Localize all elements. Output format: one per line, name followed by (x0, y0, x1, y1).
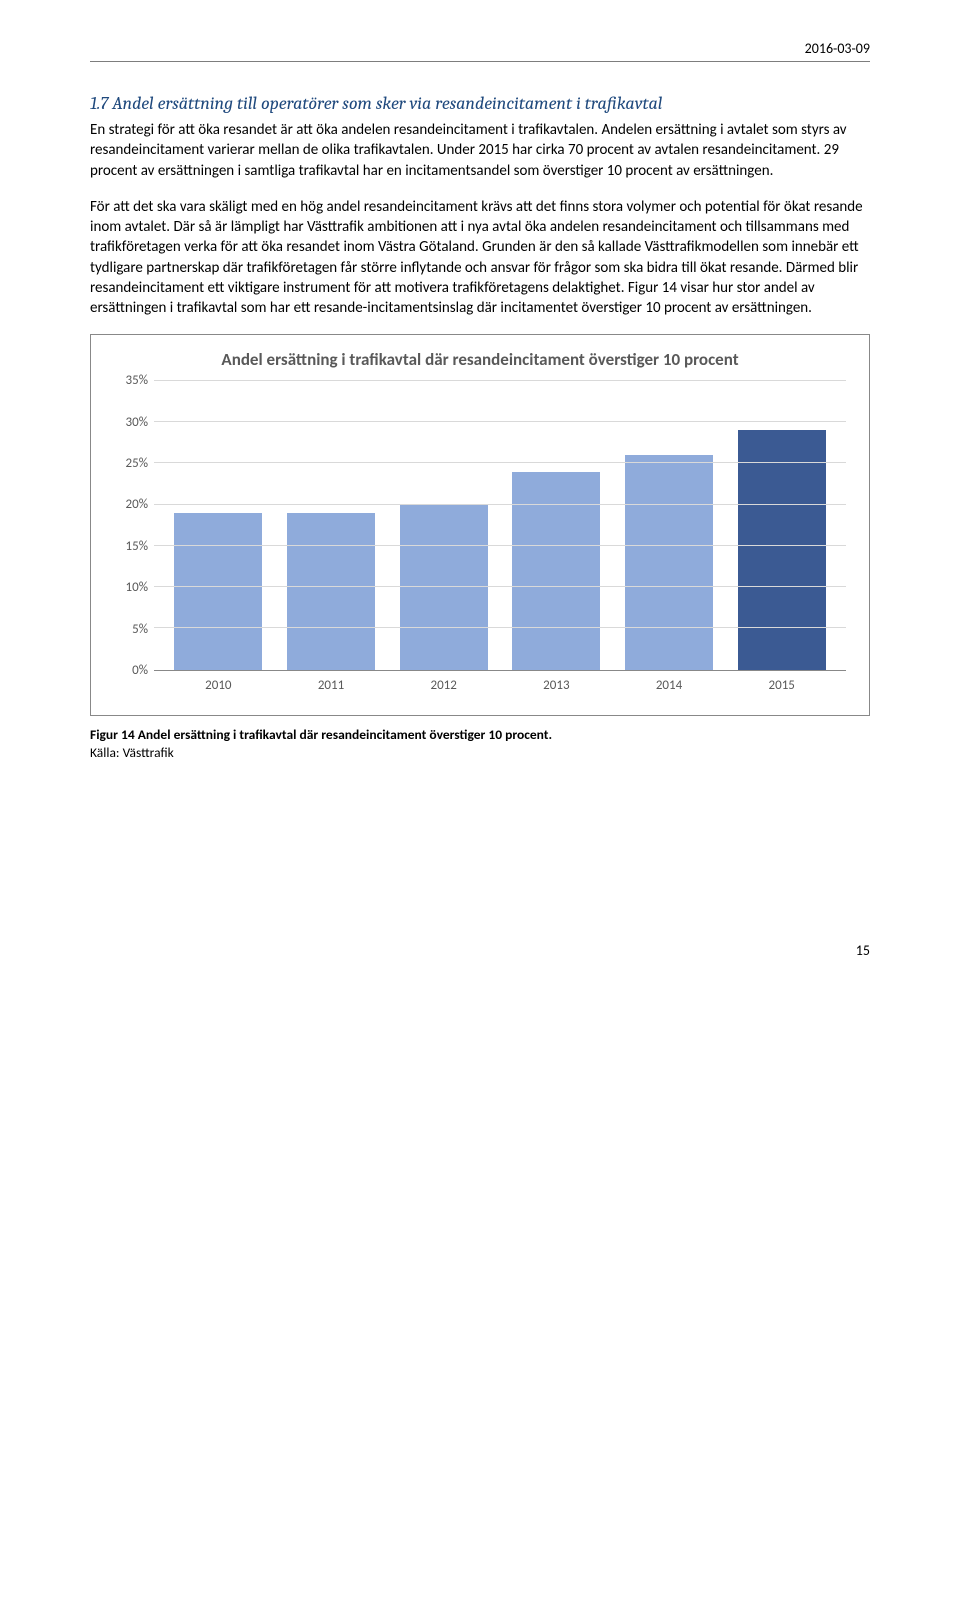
chart-bar (625, 455, 713, 670)
chart-x-tick: 2012 (387, 671, 500, 701)
paragraph-1: En strategi för att öka resandet är att … (90, 120, 870, 181)
chart-title: Andel ersättning i trafikavtal där resan… (220, 349, 740, 370)
chart-bar (174, 513, 262, 670)
chart-y-tick: 25% (110, 455, 148, 473)
date-header: 2016-03-09 (90, 40, 870, 62)
chart-x-tick: 2011 (275, 671, 388, 701)
chart-plot: 0%5%10%15%20%25%30%35% 20102011201220132… (154, 381, 846, 701)
chart-bar-slot (162, 381, 275, 670)
chart-bar-slot (725, 381, 838, 670)
section-heading: 1.7 Andel ersättning till operatörer som… (90, 92, 870, 116)
chart-bar-slot (500, 381, 613, 670)
chart-bar (738, 430, 826, 669)
chart-gridline (154, 545, 846, 546)
chart-bar-slot (275, 381, 388, 670)
chart-y-tick: 30% (110, 413, 148, 431)
chart-bar (512, 472, 600, 670)
page-number: 15 (90, 942, 870, 961)
chart-gridline (154, 380, 846, 381)
chart-container: Andel ersättning i trafikavtal där resan… (90, 334, 870, 715)
chart-y-tick: 20% (110, 496, 148, 514)
chart-x-tick: 2010 (162, 671, 275, 701)
figure-caption: Figur 14 Andel ersättning i trafikavtal … (90, 726, 870, 744)
chart-bar-slot (613, 381, 726, 670)
chart-gridline (154, 504, 846, 505)
chart-bars (154, 381, 846, 670)
chart-y-tick: 35% (110, 372, 148, 390)
figure-source: Källa: Västtrafik (90, 744, 870, 762)
chart-y-tick: 10% (110, 579, 148, 597)
chart-gridline (154, 586, 846, 587)
chart-bar (287, 513, 375, 670)
chart-bar-slot (387, 381, 500, 670)
chart-x-tick: 2013 (500, 671, 613, 701)
chart-y-axis: 0%5%10%15%20%25%30%35% (109, 381, 154, 671)
chart-x-tick: 2015 (725, 671, 838, 701)
chart-x-axis: 201020112012201320142015 (154, 671, 846, 701)
chart-y-tick: 15% (110, 538, 148, 556)
chart-x-tick: 2014 (613, 671, 726, 701)
chart-gridline (154, 627, 846, 628)
chart-plot-area (154, 381, 846, 671)
paragraph-2: För att det ska vara skäligt med en hög … (90, 197, 870, 319)
chart-y-tick: 0% (110, 662, 148, 680)
chart-gridline (154, 462, 846, 463)
chart-gridline (154, 421, 846, 422)
chart-y-tick: 5% (110, 620, 148, 638)
